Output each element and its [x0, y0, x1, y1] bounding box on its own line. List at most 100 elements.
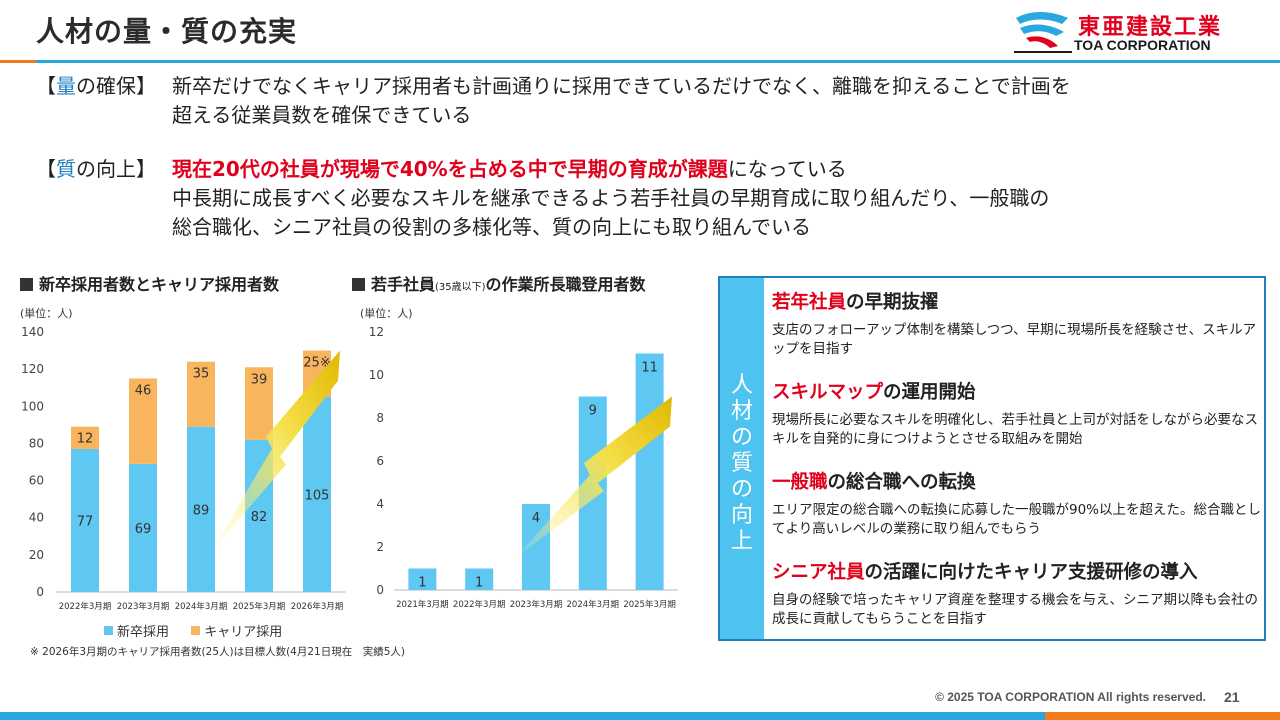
bar-new-grad — [187, 426, 215, 592]
logo-japanese: 東亜建設工業 — [1078, 15, 1223, 40]
y-tick-label: 12 — [369, 325, 384, 339]
bar-career — [245, 367, 273, 440]
bar-young-manager — [635, 353, 664, 590]
chart-1-unit: (単位：人) — [20, 307, 73, 320]
data-label: 11 — [641, 361, 658, 376]
quality-improvement-panel: 人材の質の向上 若年社員の早期抜擢 支店のフォローアップ体制を構築しつつ、早期に… — [718, 276, 1266, 641]
y-tick-label: 60 — [29, 474, 44, 488]
bar-young-manager — [408, 568, 437, 590]
y-tick-label: 20 — [29, 548, 44, 562]
x-tick-label: 2025年3月期 — [623, 599, 676, 610]
side-title-char: 質 — [730, 451, 753, 476]
chart-footnote: ※ 2026年3月期のキャリア採用者数(25人)は目標人数(4月21日現在 実績… — [30, 646, 406, 658]
bar-new-grad — [71, 449, 99, 592]
header-rule-accent — [0, 60, 36, 63]
footer-bar — [0, 712, 1045, 720]
data-label: 82 — [251, 510, 268, 525]
panel-item-senior-career: シニア社員の活躍に向けたキャリア支援研修の導入 自身の経験で培ったキャリア資産を… — [772, 558, 1264, 629]
y-tick-label: 10 — [369, 368, 384, 382]
data-label: 1 — [475, 576, 483, 591]
logo-mark-icon — [1014, 12, 1072, 53]
legend-new-grad: 新卒採用 — [117, 625, 170, 640]
y-tick-label: 4 — [376, 497, 384, 511]
quantity-line-1: 新卒だけでなくキャリア採用者も計画通りに採用できているだけでなく、離職を抑えるこ… — [172, 74, 1071, 98]
y-tick-label: 0 — [376, 583, 384, 597]
recruitment-chart: 0 20 40 60 80 100 120 140 77 12 2022年3月期 69 46 2023年3… — [21, 325, 346, 612]
bar-young-manager — [465, 568, 494, 590]
y-tick-label: 6 — [376, 454, 384, 468]
chart-1-title: 新卒採用者数とキャリア採用者数 — [20, 271, 279, 295]
data-label: 46 — [135, 383, 152, 398]
y-tick-label: 100 — [21, 399, 44, 413]
panel-item-desc: エリア限定の総合職への転換に応募した一般職が90%以上を超えた。総合職としてより… — [772, 502, 1262, 537]
legend-career: キャリア採用 — [204, 625, 283, 640]
data-label: 35 — [193, 367, 210, 382]
quality-line-1: 現在20代の社員が現場で40%を占める中で早期の育成が課題になっている — [172, 157, 847, 181]
company-logo: 東亜建設工業 TOA CORPORATION — [1012, 8, 1252, 58]
x-tick-label: 2026年3月期 — [291, 601, 344, 612]
x-tick-label: 2024年3月期 — [567, 599, 620, 610]
y-tick-label: 0 — [36, 585, 44, 599]
data-label: 12 — [77, 432, 94, 447]
growth-arrow-2 — [515, 396, 672, 558]
bar-career — [129, 378, 157, 464]
panel-item-desc: 現場所長に必要なスキルを明確化し、若手社員と上司が対話をしながら必要なスキルを自… — [772, 412, 1258, 447]
panel-item-early-promotion: 若年社員の早期抜擢 支店のフォローアップ体制を構築しつつ、早期に現場所長を経験さ… — [772, 288, 1264, 359]
data-label: 39 — [251, 372, 268, 387]
data-label: 89 — [193, 503, 210, 518]
panel-side-bar: 人材の質の向上 — [720, 278, 764, 639]
side-title-char: 上 — [730, 529, 753, 554]
y-tick-label: 2 — [376, 540, 384, 554]
panel-side-title: 人材の質の向上 — [720, 373, 764, 555]
side-title-char: の — [730, 425, 753, 450]
data-label: 9 — [589, 404, 597, 419]
growth-arrow-1 — [212, 350, 340, 551]
y-tick-label: 140 — [21, 325, 44, 339]
x-tick-label: 2022年3月期 — [59, 601, 112, 612]
quality-line-2: 中長期に成長すべく必要なスキルを継承できるよう若手社員の早期育成に取り組んだり、… — [172, 186, 1050, 210]
y-tick-label: 120 — [21, 362, 44, 376]
data-label: 25※ — [303, 356, 330, 371]
quality-line-3: 総合職化、シニア社員の役割の多様化等、質の向上にも取り組んでいる — [172, 215, 811, 239]
side-title-char: の — [730, 477, 753, 502]
panel-item-desc: 自身の経験で培ったキャリア資産を整理する機会を与え、シニア期以降も会社の成長に貢… — [772, 592, 1258, 627]
legend-swatch-new-grad — [104, 626, 113, 635]
data-label: 4 — [532, 511, 540, 526]
logo-english: TOA CORPORATION — [1074, 37, 1211, 53]
quantity-line-2: 超える従業員数を確保できている — [172, 103, 472, 127]
x-tick-label: 2025年3月期 — [233, 601, 286, 612]
legend-swatch-career — [191, 626, 201, 635]
quality-highlight: 現在20代の社員が現場で40%を占める中で早期の育成が課題 — [172, 157, 728, 181]
bar-new-grad — [303, 397, 331, 592]
chart-2-title: 若手社員(35歳以下)の作業所長職登用者数 — [352, 271, 646, 295]
x-tick-label: 2022年3月期 — [453, 599, 506, 610]
x-tick-label: 2023年3月期 — [117, 601, 170, 612]
chart-1-legend: 新卒採用 キャリア採用 — [104, 621, 282, 640]
page-number: 21 — [1224, 689, 1240, 705]
quality-paragraph: 【質の向上】 現在20代の社員が現場で40%を占める中で早期の育成が課題になって… — [36, 155, 1236, 245]
page-title: 人材の量・質の充実 — [36, 15, 298, 48]
quantity-tag: 【量の確保】 — [36, 74, 156, 98]
panel-item-general-staff: 一般職の総合職への転換 エリア限定の総合職への転換に応募した一般職が90%以上を… — [772, 468, 1264, 539]
x-tick-label: 2023年3月期 — [510, 599, 563, 610]
side-title-char: 人 — [730, 373, 753, 398]
header-rule — [0, 60, 1280, 63]
panel-item-desc: 支店のフォローアップ体制を構築しつつ、早期に現場所長を経験させ、スキルアップを目… — [772, 322, 1257, 357]
y-tick-label: 8 — [376, 411, 384, 425]
chart-2-unit: (単位：人) — [360, 307, 413, 320]
copyright: © 2025 TOA CORPORATION All rights reserv… — [935, 690, 1206, 704]
y-tick-label: 40 — [29, 511, 44, 525]
side-title-char: 材 — [730, 399, 753, 424]
y-tick-label: 80 — [29, 436, 44, 450]
data-label: 69 — [135, 522, 152, 537]
x-tick-label: 2024年3月期 — [175, 601, 228, 612]
side-title-char: 向 — [730, 503, 753, 528]
panel-item-skill-map: スキルマップの運用開始 現場所長に必要なスキルを明確化し、若手社員と上司が対話を… — [772, 378, 1264, 449]
footer-bar-accent — [1045, 712, 1280, 720]
bar-career — [187, 361, 215, 427]
young-manager-chart: 0 2 4 6 8 10 12 1 2021年3月期 1 2022年3月期 4 2023年3月期 9 202… — [369, 325, 678, 610]
growth-arrow-1-shape — [212, 350, 340, 551]
data-label: 105 — [305, 489, 330, 504]
growth-arrow-2-shape — [515, 396, 672, 558]
data-label: 77 — [77, 515, 94, 530]
